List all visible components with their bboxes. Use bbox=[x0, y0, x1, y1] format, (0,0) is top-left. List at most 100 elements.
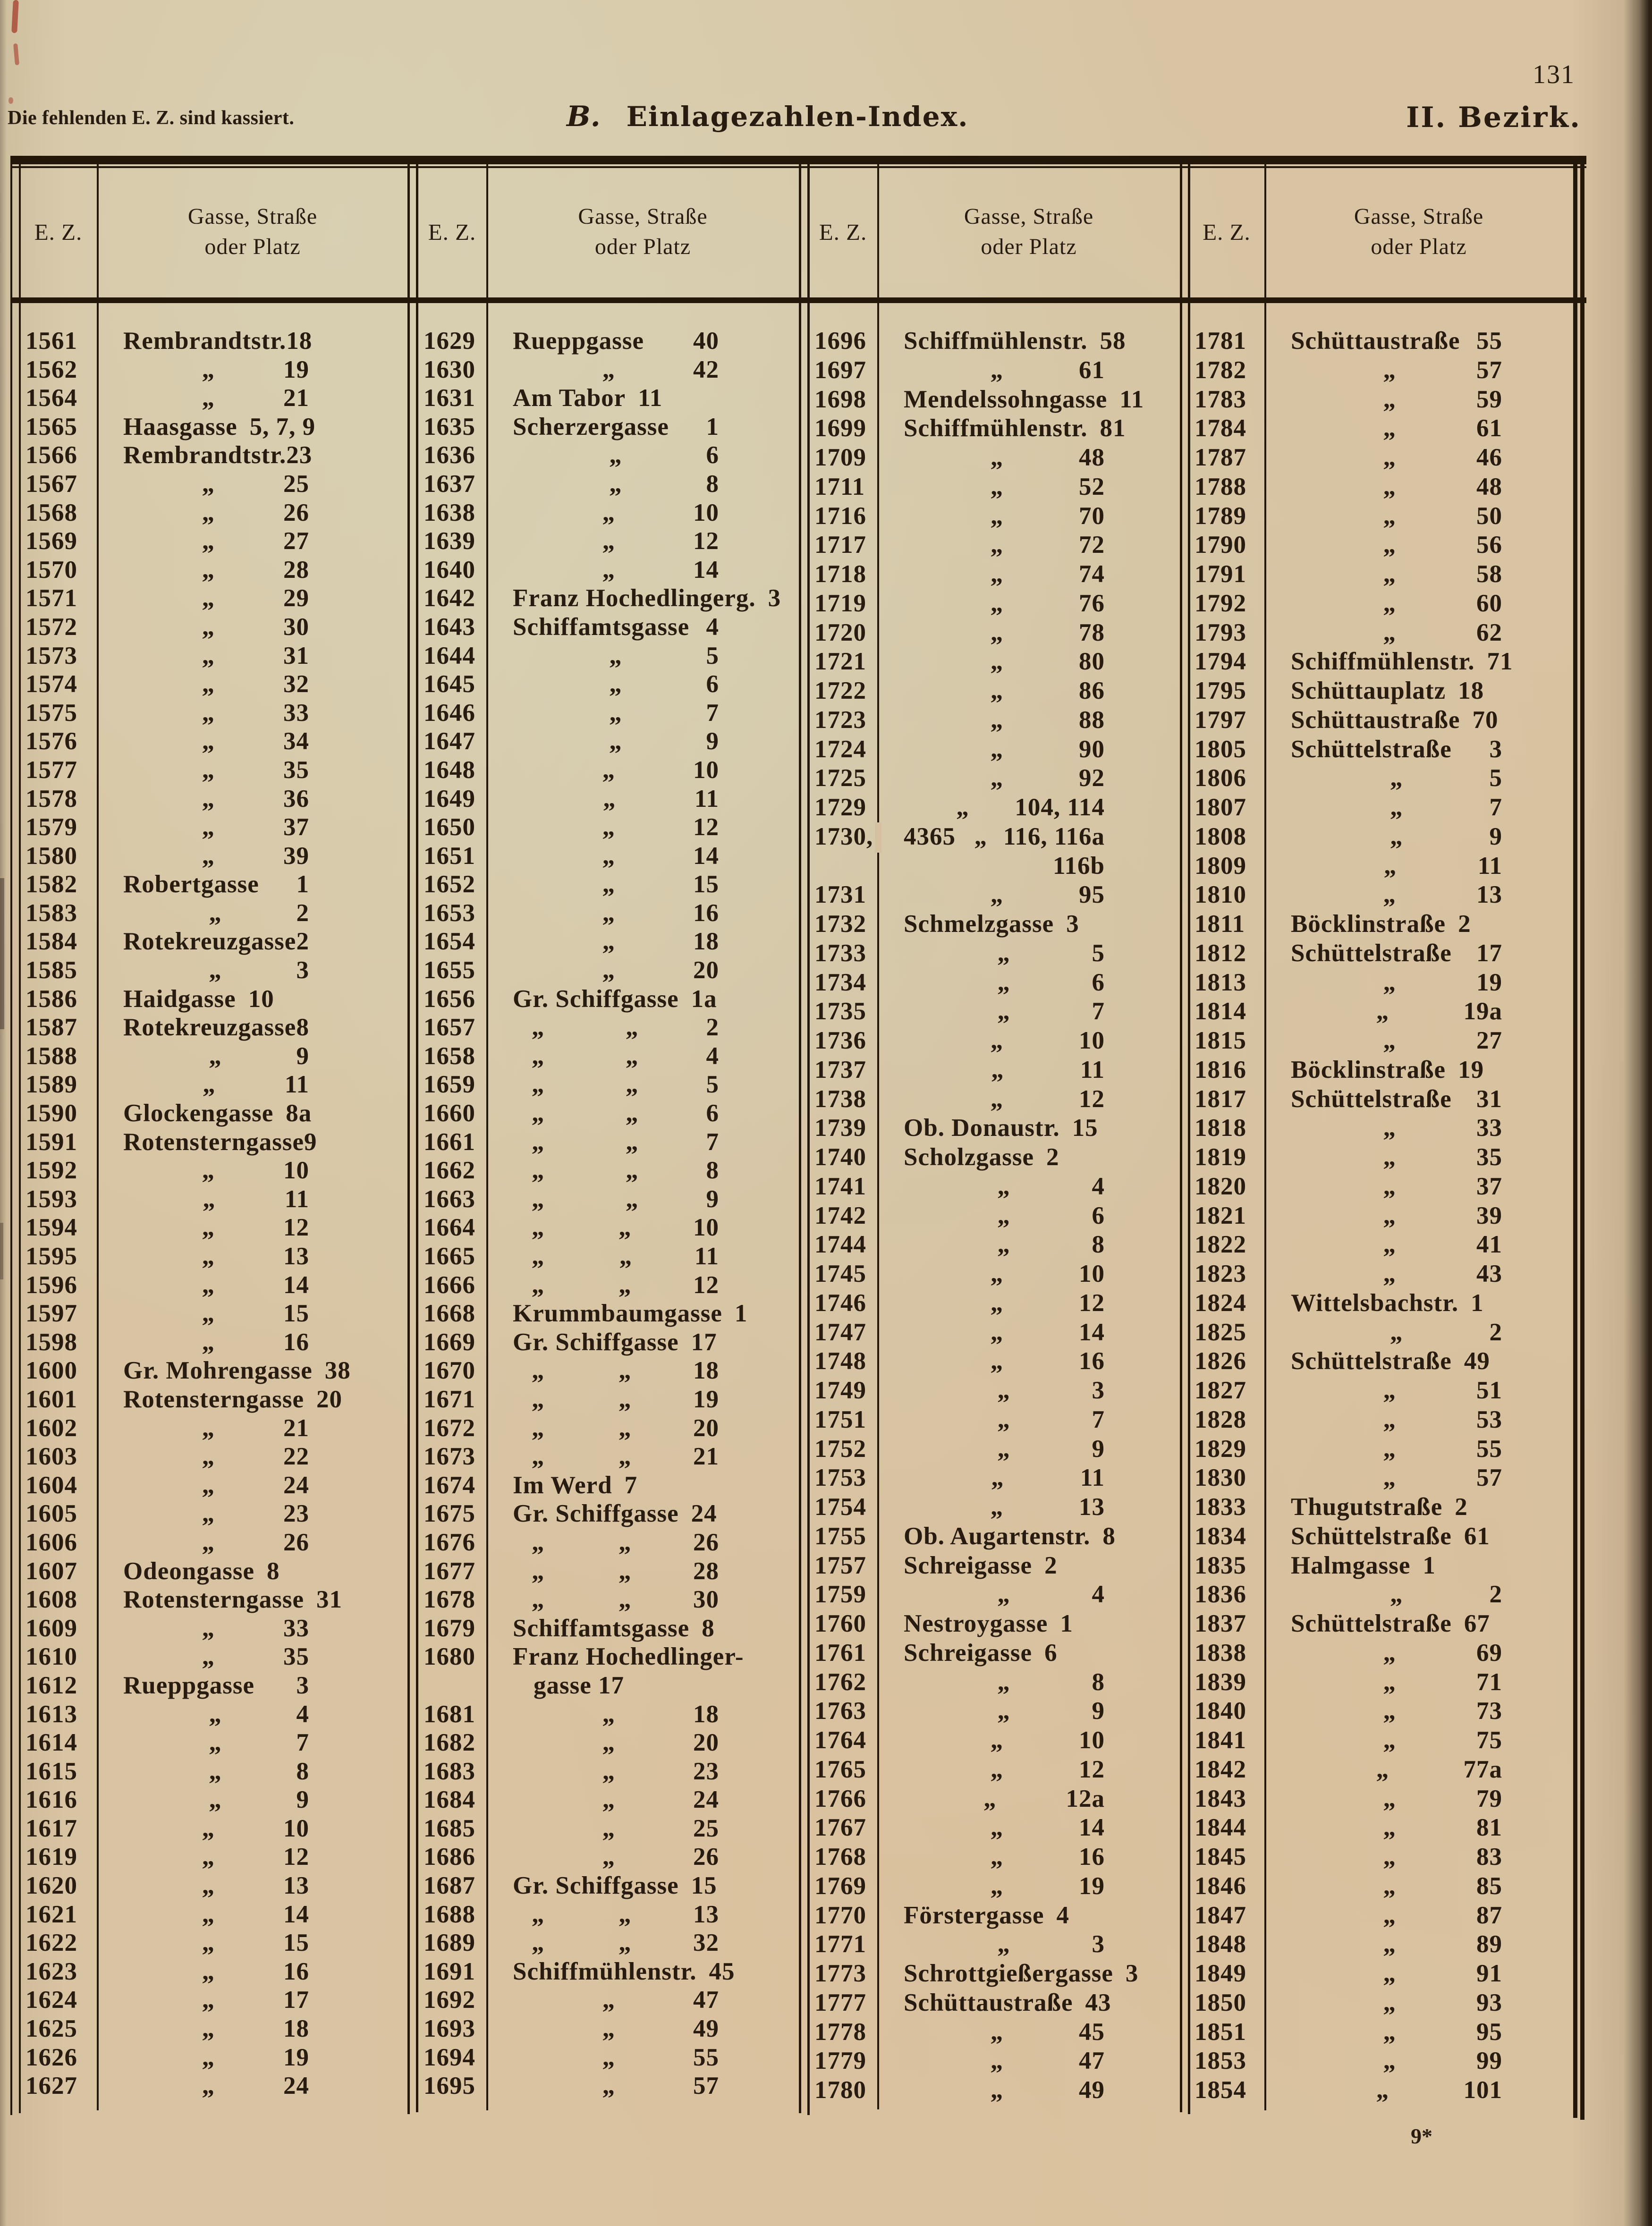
ez-number: 1757 bbox=[814, 1551, 866, 1579]
ditto-mark: „ bbox=[618, 1900, 631, 1928]
street-entry: „ „ 6 bbox=[486, 1099, 799, 1128]
index-row: 1666 „ „ 12 bbox=[418, 1271, 799, 1300]
ez-number bbox=[809, 852, 877, 881]
spacer bbox=[123, 2014, 202, 2043]
index-row: 1697 „ 61 bbox=[809, 356, 1180, 385]
street-entry: „ 47 bbox=[486, 1986, 799, 2014]
house-number: 1 bbox=[734, 1300, 748, 1328]
tab-stop bbox=[744, 1642, 799, 1671]
ez-number: 1575 bbox=[25, 699, 77, 727]
column-header: E. Z. Gasse, Straße oder Platz bbox=[418, 166, 799, 297]
ez-number: 1808 bbox=[1195, 822, 1246, 850]
street-name: Haasgasse bbox=[123, 413, 237, 440]
tab-stop bbox=[309, 1185, 408, 1214]
spacer bbox=[1004, 1464, 1080, 1493]
street-entry: „ 61 bbox=[1264, 414, 1573, 443]
ez-number: 1564 bbox=[25, 384, 77, 412]
spacer bbox=[1003, 735, 1079, 764]
house-number: 20 bbox=[693, 956, 719, 984]
street-entry: „ 9 bbox=[486, 727, 799, 756]
ez-number: 1826 bbox=[1195, 1347, 1246, 1375]
index-row: 1817 Schüttelstraße 31 bbox=[1189, 1085, 1573, 1114]
house-number: 4 bbox=[706, 613, 719, 641]
street-entry: „ 7 bbox=[1264, 793, 1573, 822]
ez-number: 1649 bbox=[424, 785, 475, 813]
spacer bbox=[214, 1871, 283, 1900]
ez-number: 1623 bbox=[25, 1957, 77, 1985]
tab-stop bbox=[309, 2072, 408, 2100]
index-row: 1782 „ 57 bbox=[1189, 356, 1573, 385]
house-number: 26 bbox=[693, 1843, 719, 1871]
spacer bbox=[1396, 1405, 1476, 1435]
index-row: 1588 „ 9 bbox=[20, 1042, 408, 1071]
spacer bbox=[669, 413, 706, 441]
ez-number: 1643 bbox=[424, 613, 475, 641]
index-row: 1681 „ 18 bbox=[418, 1700, 799, 1729]
tab-stop bbox=[1502, 1143, 1573, 1172]
index-row: 1631 Am Tabor 11 bbox=[418, 384, 799, 413]
ez-number: 1669 bbox=[424, 1328, 475, 1356]
spacer bbox=[904, 1085, 991, 1114]
index-row: 1617 „ 10 bbox=[20, 1814, 408, 1843]
index-row: 1797 Schüttaustraße 70 bbox=[1189, 706, 1573, 735]
house-number: 34 bbox=[283, 728, 309, 755]
ez-number: 1839 bbox=[1195, 1668, 1246, 1696]
spacer bbox=[513, 1786, 602, 1814]
spacer bbox=[214, 785, 283, 813]
index-row: 1814 „ 19a bbox=[1189, 997, 1573, 1026]
house-number: 4 bbox=[1092, 1581, 1105, 1608]
spacer bbox=[214, 1814, 283, 1843]
tab-stop bbox=[309, 613, 408, 642]
ditto-mark: „ bbox=[1383, 1435, 1396, 1463]
ez-number: 1711 bbox=[814, 473, 865, 500]
index-row: 1596 „ 14 bbox=[20, 1271, 408, 1300]
street-name: Schüttelstraße bbox=[1291, 735, 1452, 763]
ditto-mark: „ bbox=[202, 1872, 215, 1900]
ditto-mark: „ bbox=[202, 1243, 215, 1270]
tab-stop bbox=[1502, 1522, 1573, 1551]
house-number: 13 bbox=[693, 1900, 719, 1928]
house-number: 30 bbox=[283, 613, 309, 641]
street-entry: Schüttelstraße 67 bbox=[1264, 1609, 1573, 1639]
ez-number: 1811 bbox=[1195, 910, 1245, 938]
tab-stop bbox=[309, 1156, 408, 1185]
index-row: 1695 „ 57 bbox=[418, 2072, 799, 2100]
tab-stop bbox=[719, 1528, 799, 1557]
ez-number: 1675 bbox=[424, 1500, 475, 1528]
spacer bbox=[123, 613, 202, 642]
tab-stop bbox=[312, 441, 408, 470]
house-number: 9 bbox=[706, 1185, 719, 1213]
tab-stop bbox=[1502, 2047, 1573, 2076]
spacer bbox=[1291, 356, 1383, 385]
house-number: 5 bbox=[706, 1071, 719, 1099]
street-name: Rembrandtstr. bbox=[123, 327, 287, 355]
spacer bbox=[214, 642, 283, 670]
tab-stop bbox=[1502, 473, 1573, 502]
street-entry: „ 37 bbox=[1264, 1172, 1573, 1202]
tab-stop bbox=[1105, 356, 1180, 385]
ez-number: 1570 bbox=[25, 556, 77, 584]
tab-stop bbox=[1105, 1172, 1180, 1202]
ditto-mark: „ bbox=[532, 1243, 544, 1270]
street-name: Krummbaumgasse bbox=[513, 1300, 722, 1328]
house-number: 43 bbox=[1085, 1989, 1111, 2016]
ditto-mark: „ bbox=[990, 764, 1003, 792]
spacer bbox=[904, 1318, 991, 1347]
tab-stop bbox=[1502, 1551, 1573, 1581]
spacer bbox=[221, 1042, 297, 1071]
street-name: Ob. Donaustr. bbox=[904, 1114, 1060, 1142]
spacer bbox=[274, 985, 309, 1014]
house-number: 10 bbox=[283, 1814, 309, 1842]
spacer bbox=[1048, 1609, 1060, 1639]
street-header-line2: oder Platz bbox=[1371, 234, 1467, 259]
tab-stop bbox=[1105, 1085, 1180, 1114]
tab-stop bbox=[315, 413, 408, 441]
table-top-bar bbox=[10, 156, 1586, 164]
street-entry: „ 77a bbox=[1264, 1755, 1573, 1785]
ditto-mark: „ bbox=[1383, 1143, 1396, 1171]
ditto-mark: „ bbox=[532, 1414, 544, 1442]
street-entry: „ 49 bbox=[486, 2014, 799, 2043]
spacer bbox=[1003, 502, 1079, 531]
tab-stop bbox=[719, 1786, 799, 1814]
index-row: 1784 „ 61 bbox=[1189, 414, 1573, 443]
